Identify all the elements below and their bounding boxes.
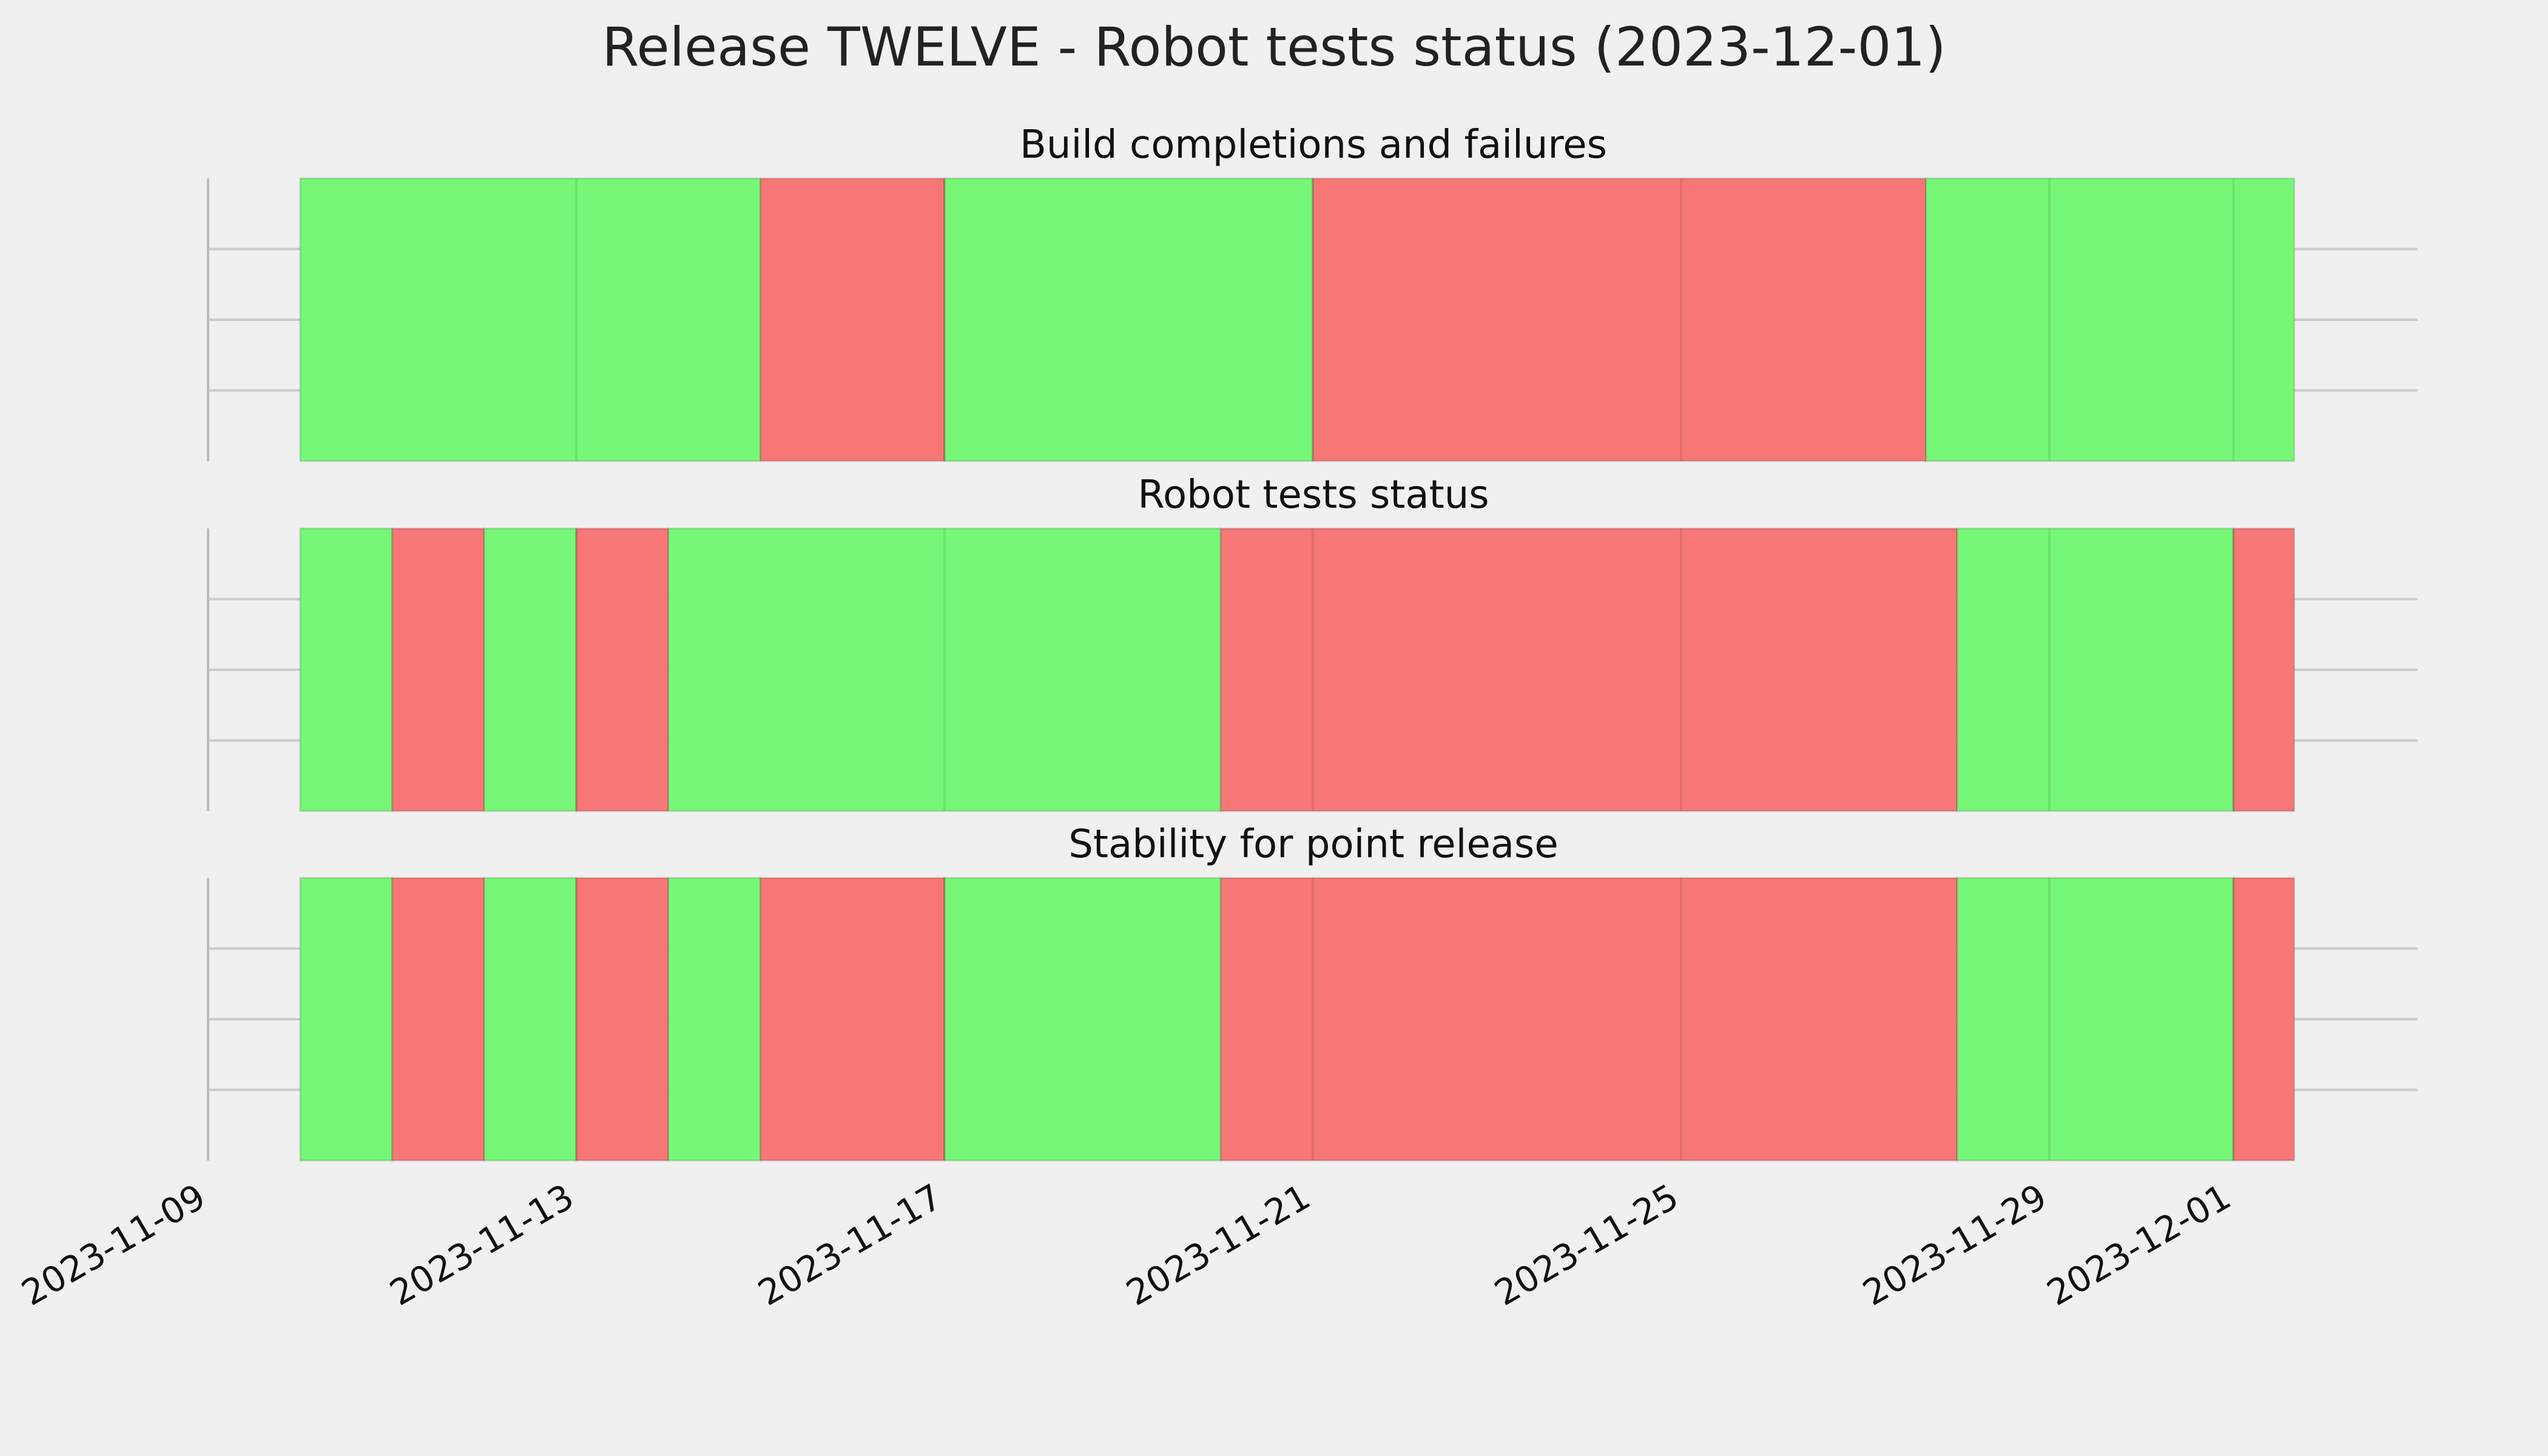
status-segment-fail bbox=[760, 177, 946, 462]
status-segment-fail bbox=[1312, 177, 1927, 462]
status-segment-pass bbox=[1956, 877, 2234, 1162]
status-segment-fail bbox=[1219, 527, 1958, 812]
status-segment-pass bbox=[667, 877, 761, 1162]
status-segment-fail bbox=[575, 527, 670, 812]
status-segment-pass bbox=[943, 177, 1314, 462]
status-segment-pass bbox=[299, 527, 393, 812]
panels: Build completions and failures Robot test… bbox=[207, 123, 2418, 1162]
status-segment-pass bbox=[667, 527, 1222, 812]
status-segment-fail bbox=[391, 527, 485, 812]
panel-1: Build completions and failures bbox=[207, 123, 2418, 462]
status-segment-fail bbox=[391, 877, 485, 1162]
panel-title: Build completions and failures bbox=[1020, 123, 1607, 167]
status-segment-pass bbox=[483, 527, 578, 812]
status-segment-pass bbox=[299, 177, 761, 462]
status-segment-fail bbox=[2233, 527, 2296, 812]
panel-title: Robot tests status bbox=[1138, 473, 1489, 517]
status-segment-fail bbox=[575, 877, 670, 1162]
status-segment-pass bbox=[1956, 527, 2234, 812]
status-segment-pass bbox=[299, 877, 393, 1162]
status-segment-fail bbox=[760, 877, 946, 1162]
chart-title: Release TWELVE - Robot tests status (202… bbox=[602, 16, 1946, 78]
status-segment-pass bbox=[1925, 177, 2296, 462]
status-segment-fail bbox=[1219, 877, 1958, 1162]
panel-title: Stability for point release bbox=[1068, 822, 1559, 867]
status-segment-pass bbox=[483, 877, 578, 1162]
panel-2: Robot tests status bbox=[207, 473, 2418, 812]
status-segment-pass bbox=[943, 877, 1222, 1162]
status-segment-fail bbox=[2233, 877, 2296, 1162]
panel-3: Stability for point release bbox=[207, 822, 2418, 1162]
